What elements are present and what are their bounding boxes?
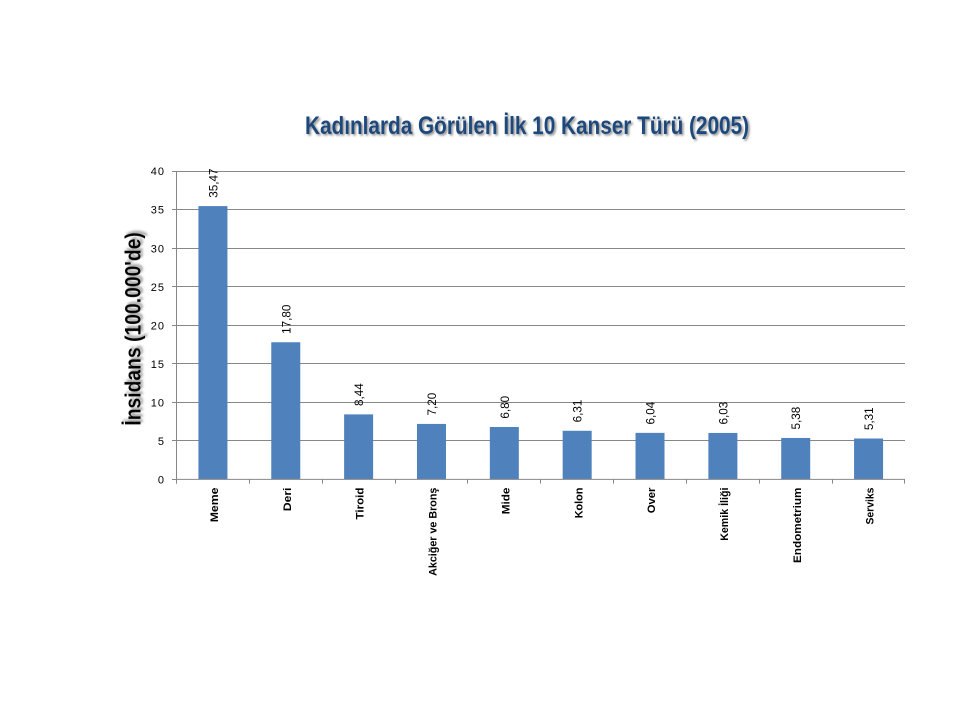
svg-text:Serviks: Serviks	[865, 488, 877, 525]
svg-text:17,80: 17,80	[280, 304, 293, 334]
svg-text:6,04: 6,04	[645, 401, 658, 424]
svg-text:Deri: Deri	[282, 488, 294, 512]
svg-text:Kolon: Kolon	[573, 488, 585, 519]
svg-text:Over: Over	[646, 488, 658, 514]
svg-text:0: 0	[158, 474, 164, 486]
svg-text:6,31: 6,31	[572, 400, 585, 423]
svg-text:Meme: Meme	[209, 488, 221, 523]
svg-text:40: 40	[151, 166, 164, 178]
svg-text:6,03: 6,03	[717, 402, 730, 425]
svg-text:5,38: 5,38	[790, 407, 803, 430]
svg-text:6,80: 6,80	[499, 395, 512, 418]
svg-text:Kemik İliği: Kemik İliği	[718, 488, 731, 541]
svg-text:Endometrium: Endometrium	[792, 488, 804, 563]
svg-text:İnsidans (100.000'de): İnsidans (100.000'de)	[121, 232, 146, 426]
svg-text:30: 30	[151, 243, 164, 255]
svg-text:35,47: 35,47	[207, 168, 220, 197]
svg-text:Kadınlarda Görülen İlk 10 Kans: Kadınlarda Görülen İlk 10 Kanser Türü (2…	[305, 112, 749, 140]
svg-text:35: 35	[151, 205, 164, 217]
svg-text:Tiroid: Tiroid	[355, 488, 367, 520]
svg-text:25: 25	[151, 282, 164, 294]
svg-text:5: 5	[158, 436, 164, 448]
svg-text:15: 15	[151, 359, 164, 371]
svg-text:Akciğer ve Bronş: Akciğer ve Bronş	[428, 488, 440, 576]
svg-text:5,31: 5,31	[863, 407, 876, 430]
svg-text:8,44: 8,44	[353, 383, 366, 406]
svg-text:Mide: Mide	[500, 488, 512, 515]
svg-text:10: 10	[151, 397, 164, 409]
svg-text:20: 20	[151, 320, 164, 332]
svg-text:7,20: 7,20	[426, 392, 439, 415]
